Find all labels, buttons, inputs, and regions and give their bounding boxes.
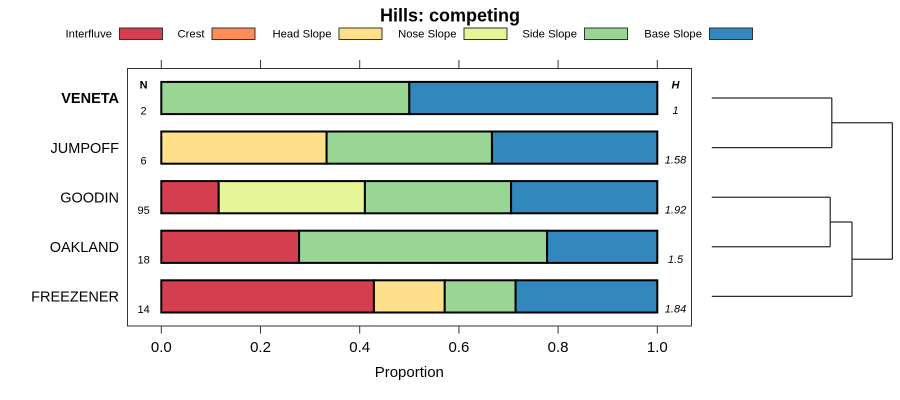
svg-text:Proportion: Proportion xyxy=(375,364,444,381)
svg-text:95: 95 xyxy=(137,205,149,217)
svg-text:0.0: 0.0 xyxy=(151,339,172,356)
svg-text:FREEZENER: FREEZENER xyxy=(31,290,119,306)
svg-text:N: N xyxy=(140,80,148,92)
svg-text:VENETA: VENETA xyxy=(61,91,119,107)
svg-text:0.6: 0.6 xyxy=(448,339,469,356)
svg-text:Crest: Crest xyxy=(178,29,206,41)
svg-text:1: 1 xyxy=(672,105,678,117)
svg-text:18: 18 xyxy=(137,255,149,267)
svg-text:0.4: 0.4 xyxy=(349,339,370,356)
svg-text:1.84: 1.84 xyxy=(665,304,686,316)
svg-text:Base Slope: Base Slope xyxy=(644,29,702,41)
svg-text:Head Slope: Head Slope xyxy=(272,29,331,41)
svg-text:JUMPOFF: JUMPOFF xyxy=(51,141,120,157)
svg-text:0.2: 0.2 xyxy=(250,339,271,356)
svg-text:Nose Slope: Nose Slope xyxy=(398,29,456,41)
svg-text:1.92: 1.92 xyxy=(665,204,686,216)
svg-text:1.5: 1.5 xyxy=(668,254,684,266)
svg-text:H: H xyxy=(672,80,681,92)
svg-text:14: 14 xyxy=(137,304,149,316)
svg-text:OAKLAND: OAKLAND xyxy=(50,240,119,256)
svg-text:2: 2 xyxy=(141,106,147,118)
svg-text:0.8: 0.8 xyxy=(548,339,569,356)
svg-text:1.0: 1.0 xyxy=(647,339,668,356)
svg-text:GOODIN: GOODIN xyxy=(60,190,119,206)
svg-text:6: 6 xyxy=(141,155,147,167)
svg-text:Side Slope: Side Slope xyxy=(522,29,577,41)
svg-text:1.58: 1.58 xyxy=(665,155,687,167)
svg-text:Interfluve: Interfluve xyxy=(66,29,112,41)
svg-text:Hills: competing: Hills: competing xyxy=(380,6,520,26)
